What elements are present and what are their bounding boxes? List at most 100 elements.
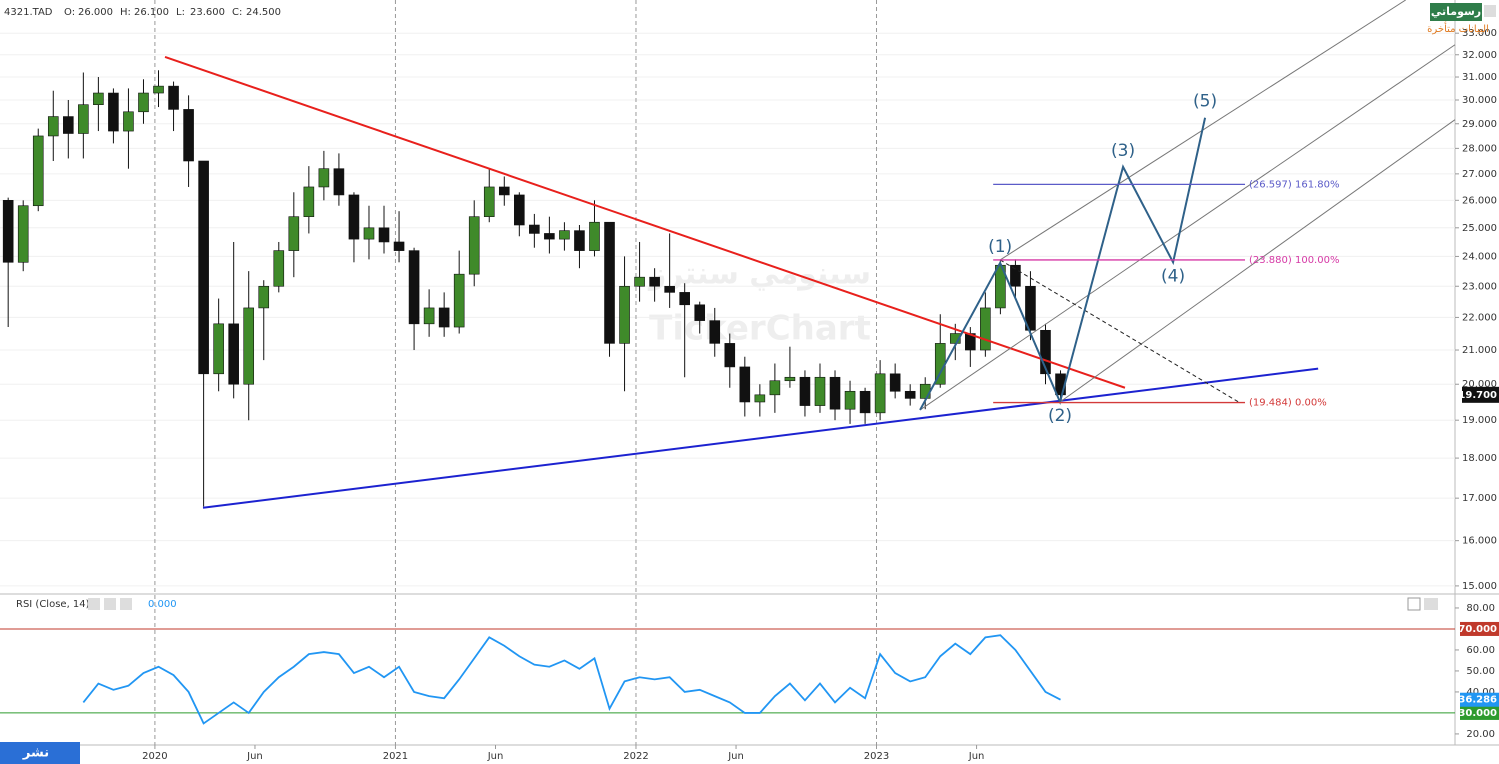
level-label: 30.000 (1458, 708, 1497, 719)
wave-label: (1) (988, 237, 1012, 257)
candle-body (679, 292, 690, 306)
ohlc-value: 26.000 (78, 7, 113, 18)
rsi-settings-button[interactable] (104, 598, 116, 610)
candle-body (378, 227, 390, 243)
candle-body (153, 85, 164, 94)
pane-maximize-button[interactable] (1407, 597, 1421, 611)
candle-body (453, 273, 465, 328)
candle-body (183, 109, 194, 162)
symbol: 4321.TAD (4, 7, 53, 18)
level-label: 70.000 (1458, 624, 1497, 635)
rsi-title: RSI (Close, 14) (16, 599, 90, 610)
drawing-line (202, 367, 1319, 509)
candle-body (2, 200, 14, 263)
candle-body (393, 241, 405, 251)
candle-body (859, 390, 871, 414)
wave-label: (2) (1048, 406, 1072, 426)
x-tick-label: 2021 (383, 751, 408, 762)
rsi-line (82, 634, 1061, 725)
candle-body (468, 216, 480, 275)
candle-body (498, 186, 510, 196)
y-tick-label: 16.000 (1462, 536, 1497, 547)
ohlc-value: 23.600 (190, 7, 225, 18)
y-tick-label: 24.000 (1462, 251, 1497, 262)
ohlc-label: C: (232, 7, 242, 18)
x-tick-label: 2020 (142, 751, 167, 762)
pane-menu-button[interactable] (1484, 5, 1496, 17)
y-tick-label: 23.000 (1462, 281, 1497, 292)
candle-body (529, 224, 540, 234)
fib-label: (23.880) 100.00% (1249, 255, 1339, 266)
y-tick-label: 80.00 (1466, 603, 1495, 614)
pane-menu-button[interactable] (1424, 598, 1438, 610)
candle-body (559, 230, 570, 240)
candle-body (619, 285, 630, 344)
logo-badge (1430, 3, 1482, 21)
wave-label: (5) (1193, 92, 1217, 112)
ohlc-value: 26.100 (134, 7, 169, 18)
ohlc-label: H: (120, 7, 131, 18)
rsi-value-tag (1460, 692, 1499, 707)
candle-body (348, 194, 360, 240)
y-tick-label: 18.000 (1462, 453, 1497, 464)
rsi-value-label: 36.286 (1458, 695, 1497, 706)
candle-body (47, 116, 59, 137)
y-tick-label: 15.000 (1462, 581, 1497, 592)
candle-body (574, 230, 585, 251)
candle-body (1010, 264, 1021, 287)
candle-body (303, 186, 315, 217)
candle-body (709, 320, 721, 344)
candle-body (273, 250, 285, 287)
drawing-line (164, 56, 1126, 389)
candle-body (78, 104, 89, 134)
rsi-remove-button[interactable] (120, 598, 132, 610)
watermark: TickerChart (649, 309, 871, 349)
delay-note: البيانات متأخرة (1427, 21, 1489, 35)
candle-body (108, 92, 119, 132)
wave-label: (3) (1111, 141, 1135, 161)
candle-body (649, 276, 660, 287)
candle-body (168, 85, 179, 110)
candle-body (604, 221, 615, 344)
y-tick-label: 31.000 (1462, 72, 1497, 83)
current-price-tag (1462, 386, 1499, 403)
x-tick-label: Jun (968, 751, 985, 762)
y-tick-label: 50.00 (1466, 666, 1495, 677)
y-tick-label: 32.000 (1462, 50, 1497, 61)
rsi-visibility-button[interactable] (88, 598, 100, 610)
rsi-setting-value: 0.000 (148, 599, 177, 610)
candle-body (1025, 285, 1036, 331)
y-tick-label: 29.000 (1462, 119, 1497, 130)
candle-body (288, 216, 300, 251)
candle-body (438, 307, 450, 328)
x-tick-label: 2023 (864, 751, 889, 762)
y-tick-label: 26.000 (1462, 195, 1497, 206)
candle-body (754, 394, 766, 403)
candle-body (724, 343, 736, 368)
x-tick-label: 2022 (623, 751, 648, 762)
candle-body (333, 168, 345, 196)
publish-label[interactable]: نشر (22, 746, 49, 761)
candle-body (634, 276, 645, 287)
candle-body (889, 373, 901, 392)
y-tick-label: 20.00 (1466, 729, 1495, 740)
candle-body (544, 233, 555, 240)
x-tick-label: Jun (727, 751, 744, 762)
y-tick-label: 60.00 (1466, 645, 1495, 656)
candle-body (874, 373, 886, 414)
candle-body (363, 227, 375, 240)
candle-body (17, 205, 29, 263)
candle-body (799, 376, 811, 406)
wave-label: (4) (1161, 266, 1185, 286)
drawing-line (999, 259, 1240, 404)
candle-body (408, 250, 420, 325)
candle-body (423, 307, 435, 325)
candle-body (514, 194, 525, 226)
candle-body (904, 390, 916, 399)
candle-body (228, 323, 239, 385)
y-tick-label: 33.000 (1462, 28, 1497, 39)
y-tick-label: 22.000 (1462, 312, 1497, 323)
publish-button[interactable] (0, 742, 80, 764)
y-tick-label: 21.000 (1462, 345, 1497, 356)
candle-body (123, 111, 134, 132)
